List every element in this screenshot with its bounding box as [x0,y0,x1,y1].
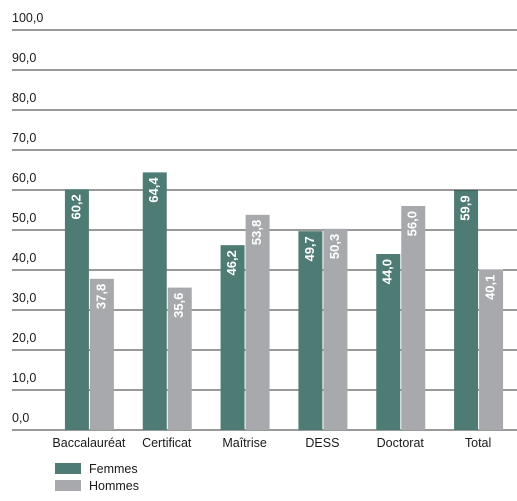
bar [89,278,114,430]
bar [479,269,504,430]
value-label: 44,0 [380,259,395,284]
y-tick-label: 50,0 [12,211,36,225]
legend-swatch [55,480,81,491]
bar [454,190,479,430]
y-tick-label: 70,0 [12,131,36,145]
bar [323,228,348,430]
x-tick-label: Total [465,436,491,450]
y-tick-label: 60,0 [12,171,36,185]
value-label: 59,9 [458,195,473,220]
x-tick-label: Certificat [142,436,192,450]
x-tick-label: Maîtrise [222,436,267,450]
y-tick-label: 30,0 [12,291,36,305]
y-tick-label: 0,0 [12,411,29,425]
value-label: 50,3 [327,234,342,259]
legend-swatch [55,463,81,474]
y-tick-label: 80,0 [12,91,36,105]
value-label: 60,2 [68,194,83,219]
y-tick-label: 20,0 [12,331,36,345]
y-tick-label: 90,0 [12,51,36,65]
y-tick-label: 40,0 [12,251,36,265]
bar [245,214,270,430]
bar [401,206,426,430]
bar [220,245,245,430]
value-label: 56,0 [405,211,420,236]
bar [167,287,192,430]
value-label: 37,8 [93,284,108,309]
value-label: 53,8 [249,220,264,245]
x-tick-label: DESS [305,436,339,450]
x-tick-label: Baccalauréat [52,436,125,450]
y-tick-label: 100,0 [12,11,43,25]
x-tick-label: Doctorat [377,436,425,450]
bar [142,172,167,430]
value-label: 40,1 [483,275,498,300]
legend-label: Hommes [89,479,139,493]
value-label: 49,7 [302,236,317,261]
bar [298,231,323,430]
value-label: 64,4 [146,177,161,203]
value-label: 46,2 [224,250,239,275]
legend-label: Femmes [89,462,138,476]
y-tick-label: 10,0 [12,371,36,385]
bar [64,189,89,430]
bar [376,254,401,430]
value-label: 35,6 [171,293,186,318]
